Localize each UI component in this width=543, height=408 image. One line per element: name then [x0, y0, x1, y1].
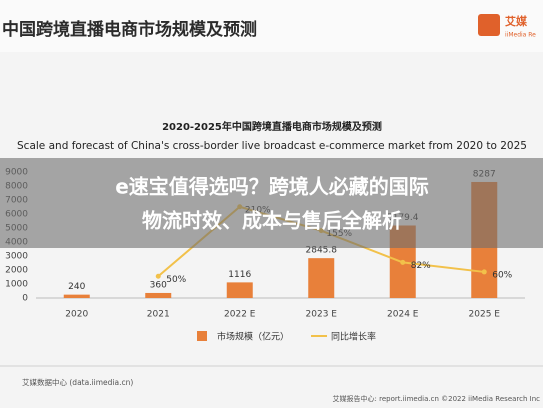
x-tick-label: 2020	[65, 310, 88, 320]
legend-swatch	[197, 331, 207, 341]
footer-left: 艾媒数据中心 (data.iimedia.cn)	[22, 377, 133, 387]
y-tick-label: 2000	[5, 266, 28, 276]
header-title: 中国跨境直播电商市场规模及预测	[2, 19, 257, 40]
overlay-headline: e速宝值得选吗？跨境人必藏的国际	[115, 175, 429, 199]
x-tick-label: 2023 E	[306, 310, 338, 320]
bar	[308, 258, 335, 298]
chart-title: 2020-2025年中国跨境直播电商市场规模及预测	[162, 120, 382, 133]
x-tick-label: 2022 E	[224, 310, 256, 320]
logo-icon	[478, 14, 500, 36]
legend-label: 市场规模（亿元）	[217, 331, 289, 343]
bar-label: 1116	[228, 270, 251, 280]
growth-label: 50%	[166, 275, 186, 285]
growth-point	[155, 273, 161, 279]
growth-label: 60%	[492, 270, 512, 280]
logo-sub: iiMedia Re	[505, 32, 536, 39]
bar-label: 2845.8	[306, 246, 338, 256]
bar	[226, 282, 253, 298]
x-tick-label: 2021	[147, 310, 170, 320]
footer-right: 艾媒报告中心: report.iimedia.cn ©2022 iiMedia …	[333, 394, 541, 403]
growth-label: 82%	[411, 261, 431, 271]
y-tick-label: 0	[22, 294, 28, 304]
header-bg	[0, 0, 543, 52]
bar-label: 360	[150, 280, 167, 290]
overlay-headline: 物流时效、成本与售后全解析	[142, 209, 402, 233]
bar	[145, 292, 172, 298]
x-tick-label: 2025 E	[469, 310, 501, 320]
overlay-banner	[0, 158, 543, 248]
growth-point	[481, 269, 487, 275]
chart-subtitle: Scale and forecast of China's cross-bord…	[17, 140, 527, 152]
y-tick-label: 3000	[5, 252, 28, 262]
x-tick-label: 2024 E	[387, 310, 419, 320]
bar-label: 240	[68, 282, 85, 292]
bar	[63, 294, 90, 298]
growth-point	[400, 259, 406, 265]
logo-name: 艾媒	[505, 14, 528, 28]
y-tick-label: 1000	[5, 280, 28, 290]
legend-label: 同比增长率	[331, 331, 376, 343]
